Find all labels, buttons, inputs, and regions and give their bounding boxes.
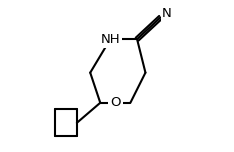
Text: O: O — [110, 96, 121, 109]
Text: NH: NH — [100, 33, 120, 46]
Text: N: N — [162, 7, 172, 20]
